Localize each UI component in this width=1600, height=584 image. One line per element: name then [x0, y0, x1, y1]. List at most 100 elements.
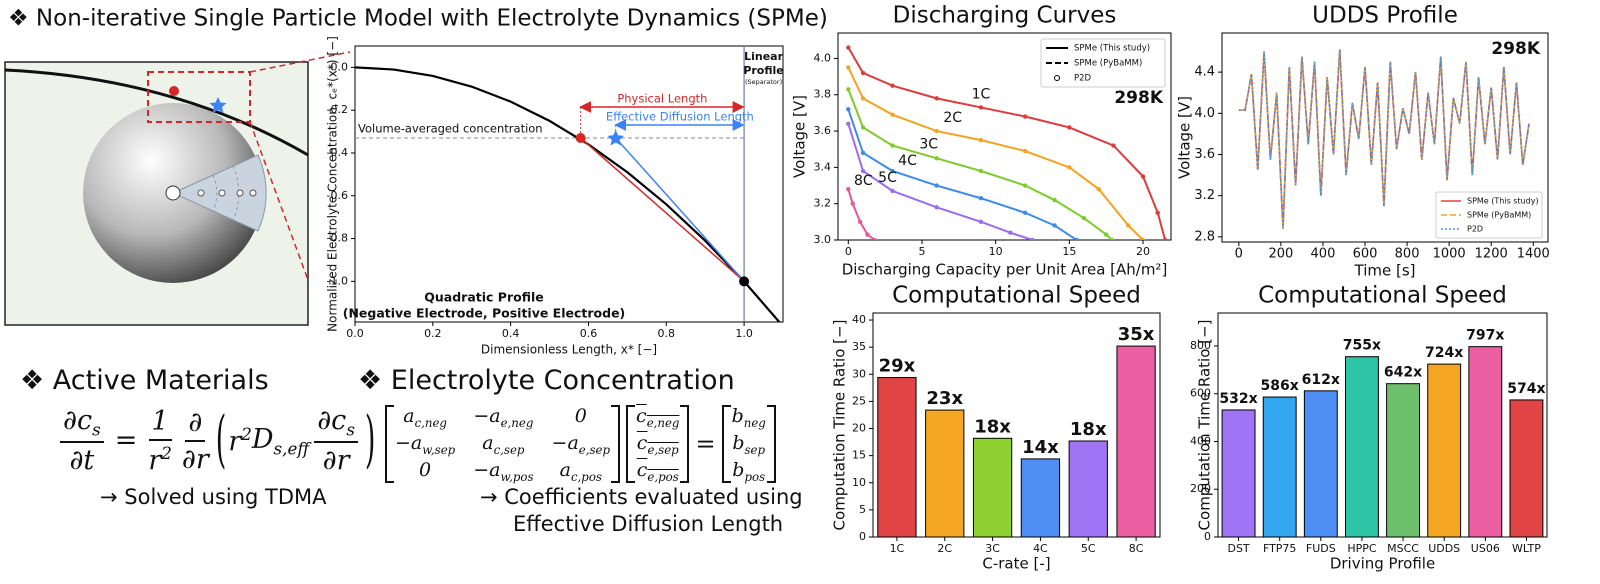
p2d-marker — [1008, 230, 1013, 235]
series-label: 8C — [854, 173, 873, 189]
note: → Solved using TDMA — [100, 485, 327, 509]
x-tick-label: 0.6 — [580, 327, 598, 340]
eq-part: 2 — [161, 442, 172, 463]
data-line — [847, 67, 1144, 240]
eq-part: 0 — [552, 405, 611, 430]
value-label: 29x — [879, 356, 916, 377]
value-label: 18x — [1070, 419, 1107, 440]
annotation: 298K — [1491, 39, 1540, 59]
p2d-marker — [934, 205, 939, 210]
eq-part: 0 — [574, 405, 587, 427]
p2d-marker — [872, 237, 878, 240]
page-title: ❖ Non-iterative Single Particle Model wi… — [8, 6, 828, 32]
y-tick-label: 3.4 — [814, 160, 832, 173]
p2d-marker — [850, 201, 855, 206]
y-tick-label: 5 — [859, 503, 866, 516]
value-label: 18x — [974, 416, 1011, 437]
bar — [877, 377, 917, 538]
p2d-marker — [857, 219, 863, 225]
point-marker — [739, 276, 750, 287]
y-tick-label: 30 — [852, 367, 866, 380]
series-label: 2C — [943, 110, 962, 126]
x-tick-label: 800 — [1395, 247, 1420, 262]
plot-frame — [837, 32, 1172, 241]
eq-part: ∂r — [182, 442, 209, 475]
x-tick-label: US06 — [1471, 542, 1500, 555]
bar — [1262, 396, 1297, 538]
p2d-marker — [1140, 237, 1146, 240]
value-label: 724x — [1425, 345, 1463, 361]
x-tick-label: 0.4 — [502, 327, 520, 340]
p2d-marker — [978, 196, 984, 201]
p2d-marker — [860, 125, 866, 130]
eq-part: ∂ — [188, 407, 202, 438]
x-tick-label: 0 — [845, 245, 852, 258]
series-label: 3C — [919, 136, 938, 152]
y-tick-label: 4.4 — [1194, 65, 1215, 80]
eq-part: sep — [744, 442, 766, 457]
eq-part: ∂r — [322, 445, 350, 477]
eq-part: 1 — [152, 406, 169, 437]
x-tick-label: 1400 — [1517, 247, 1550, 262]
x-tick-label: 600 — [1353, 247, 1378, 262]
eq-part: c,neg — [414, 415, 447, 430]
note: → Coefficients evaluated using — [480, 485, 803, 509]
separator-label: Linear — [744, 50, 783, 63]
legend-label: P2D — [1467, 225, 1483, 234]
bar — [1386, 383, 1421, 538]
eq-part: ) — [365, 405, 376, 476]
eq-part: r2 — [148, 441, 172, 476]
eq-part: −aw,pos — [473, 459, 533, 484]
bar — [1509, 399, 1544, 538]
eq-part: c — [636, 458, 648, 481]
eq-part: −ae,neg — [473, 405, 533, 430]
y-tick-label: 10 — [852, 476, 866, 489]
eq-part: s,eff — [273, 437, 310, 458]
legend-label: P2D — [1074, 74, 1092, 84]
x-tick-label: 5 — [918, 245, 925, 258]
x-axis-label: Driving Profile — [1330, 555, 1435, 573]
data-line — [847, 123, 1033, 240]
p2d-marker — [1022, 210, 1028, 215]
physical-line — [580, 137, 745, 282]
eq-part: r — [148, 444, 162, 476]
y-tick-label: 4.0 — [1194, 106, 1215, 121]
p2d-marker — [1022, 114, 1028, 119]
eq-part: Ds,eff — [252, 424, 309, 458]
x-tick-label: 0.2 — [424, 327, 442, 340]
data-line — [847, 188, 876, 240]
p2d-marker — [890, 112, 895, 117]
x-tick-label: 0.0 — [346, 327, 364, 340]
chart-title: Discharging Curves — [893, 3, 1117, 29]
profile-label: (Negative Electrode, Positive Electrode) — [343, 306, 626, 321]
bar — [1221, 409, 1256, 538]
data-line — [847, 108, 1078, 240]
p2d-marker — [846, 45, 851, 50]
eq-part: w,sep — [422, 442, 456, 457]
y-axis-label: Voltage [V] — [791, 95, 809, 178]
eq-part: b — [732, 458, 745, 481]
x-tick-label: 5C — [1081, 542, 1096, 555]
x-tick-label: 1.0 — [735, 327, 753, 340]
p2d-marker — [978, 105, 984, 110]
y-tick-label: 3.6 — [1194, 147, 1215, 162]
eq-part: ∂cs ∂r — [314, 405, 358, 476]
profile-label: Quadratic Profile — [424, 290, 543, 305]
p2d-marker — [1052, 197, 1057, 203]
bar — [1344, 356, 1379, 538]
eq-part: 0 — [419, 458, 432, 481]
series-label: 4C — [898, 153, 917, 169]
p2d-marker — [1096, 186, 1102, 192]
y-tick-label: 400 — [1190, 434, 1211, 447]
y-tick-label: 800 — [1190, 339, 1211, 352]
separator-label: (Separator) — [745, 78, 782, 86]
point-marker — [575, 133, 586, 143]
eq-part: 2 — [241, 424, 252, 445]
eq-part: ( — [216, 405, 227, 476]
eq-part: bneg — [732, 405, 766, 430]
x-tick-label: 20 — [1136, 245, 1150, 258]
y-axis-label: Computation Time Ratio [−] — [831, 320, 849, 531]
y-tick-label: 3.0 — [814, 233, 832, 246]
x-axis-label: Discharging Capacity per Unit Area [Ah/m… — [842, 261, 1168, 279]
